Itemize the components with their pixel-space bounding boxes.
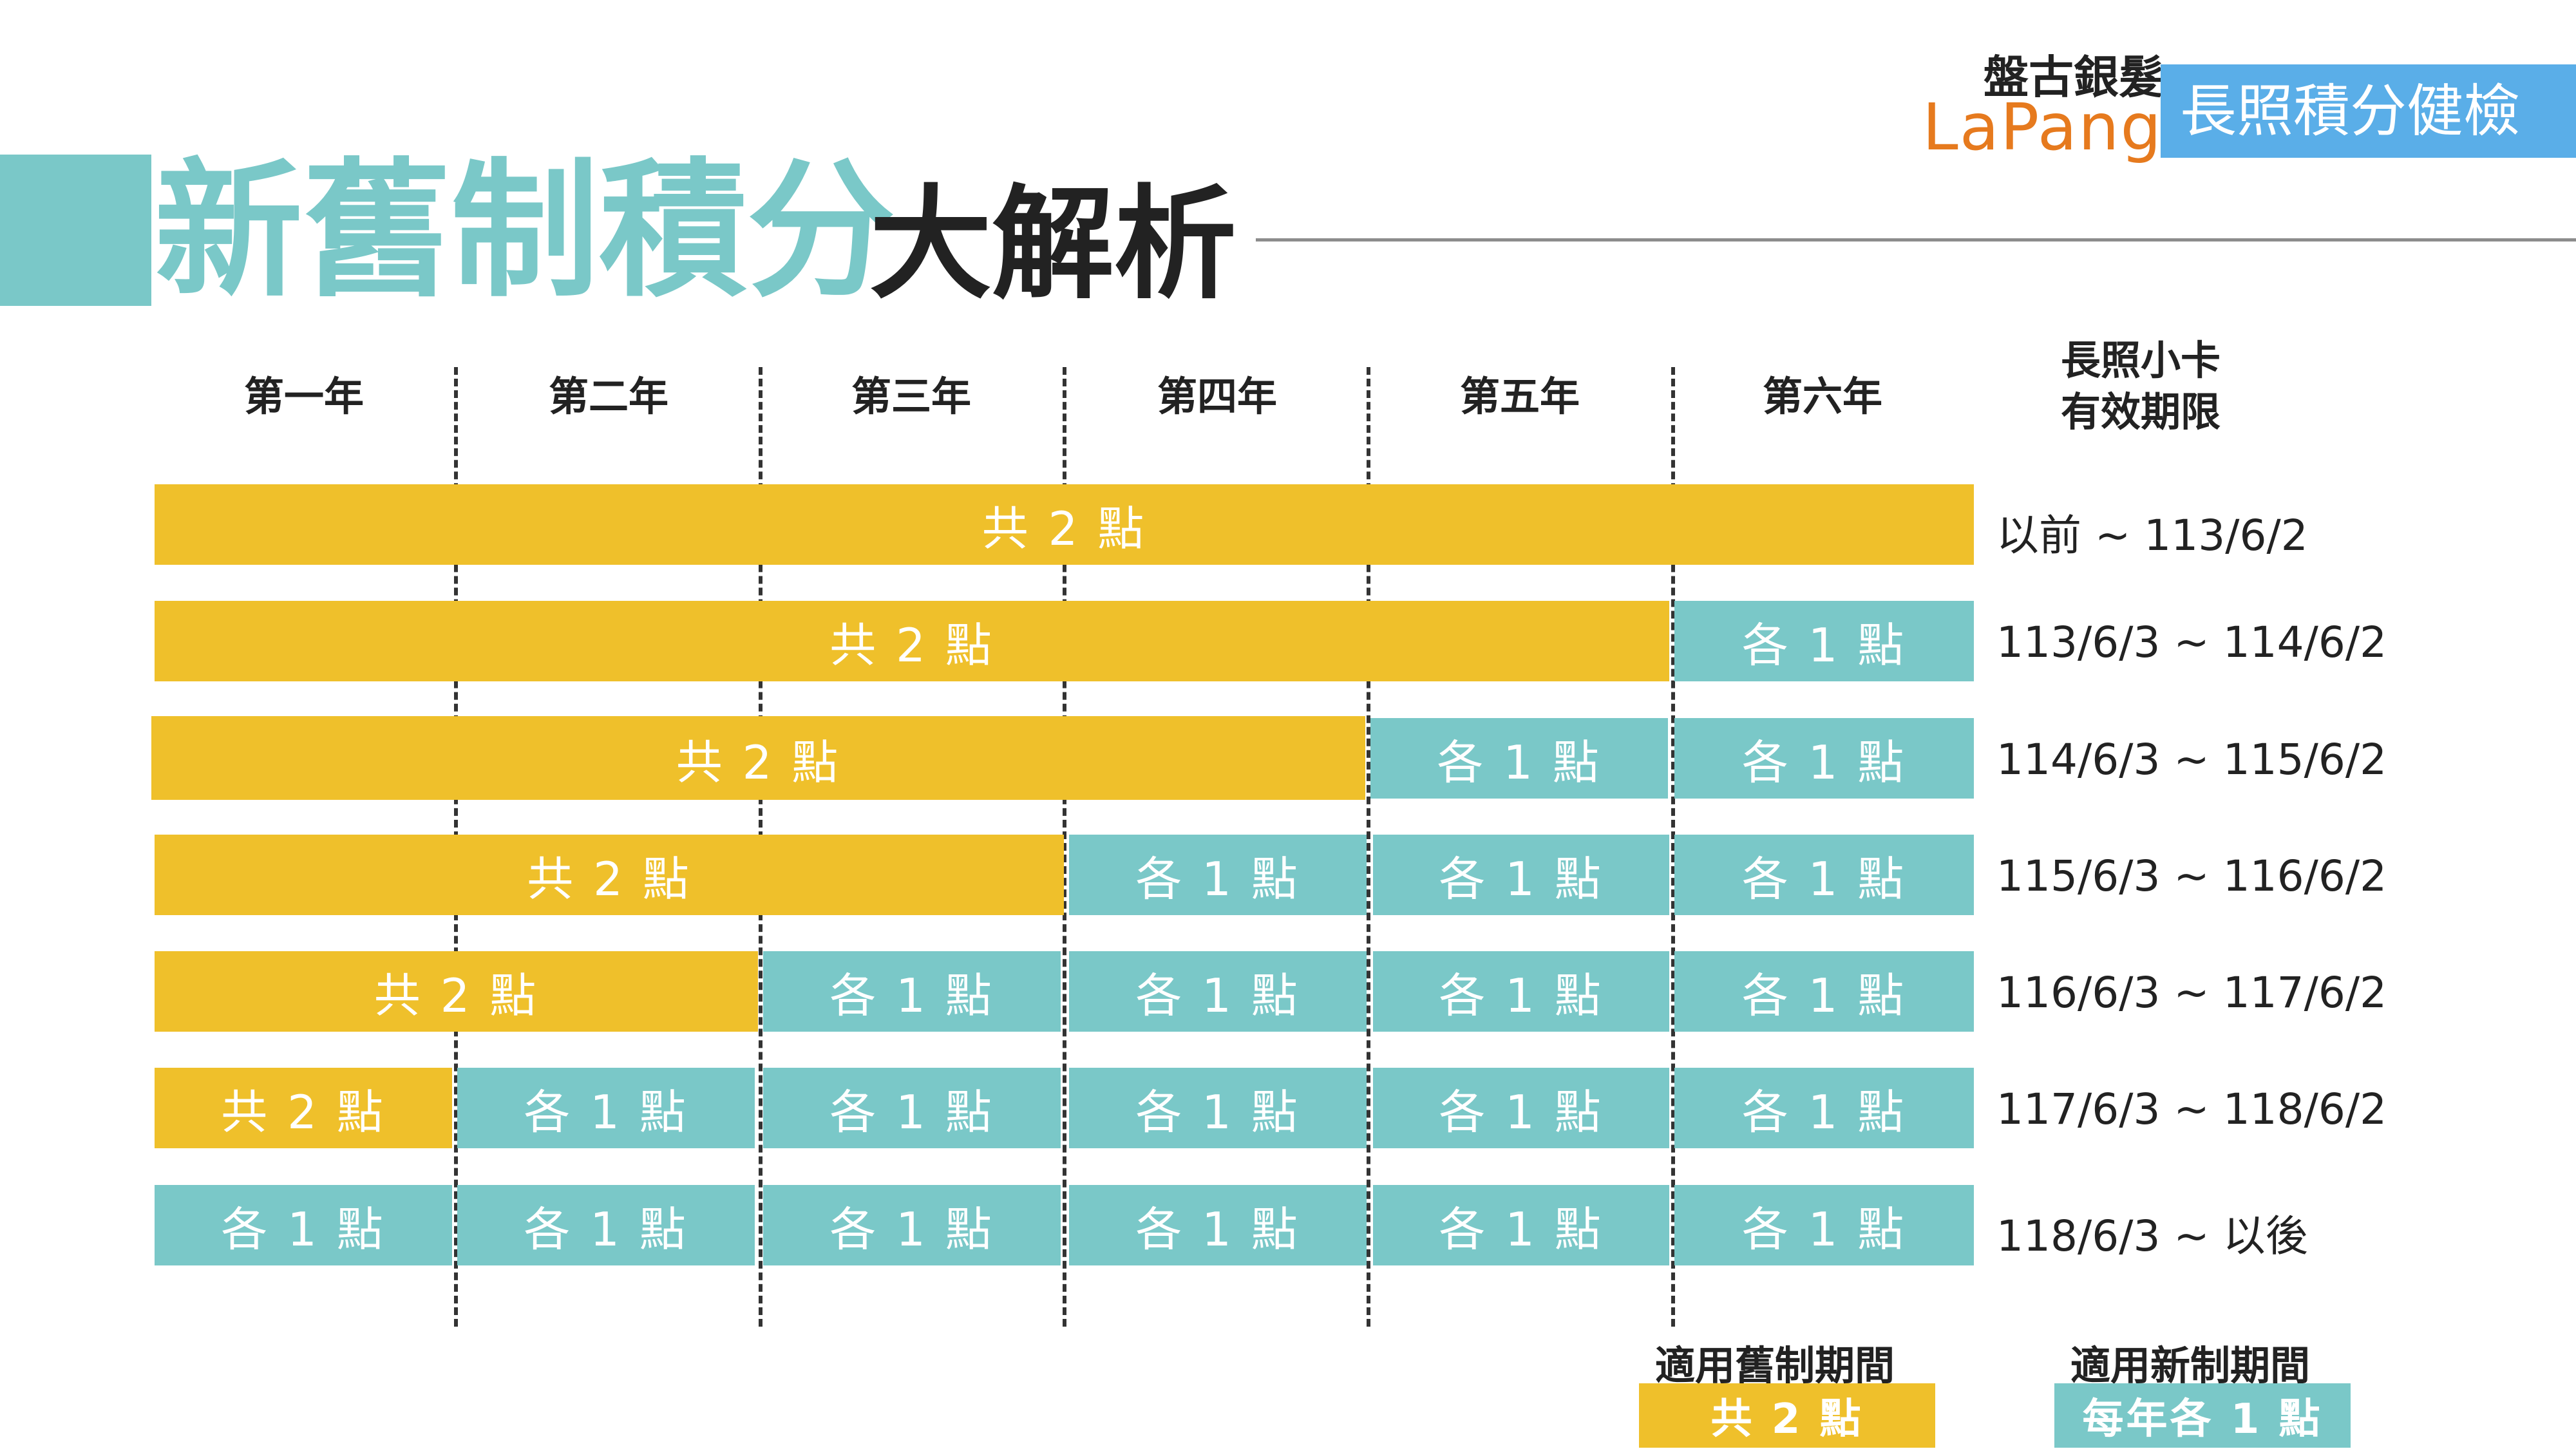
new-system-bar: 各 1 點 xyxy=(1069,1185,1367,1265)
legend-new-swatch: 每年各 1 點 xyxy=(2054,1383,2351,1448)
page-subtitle: 大解析 xyxy=(869,173,1237,316)
new-system-bar: 各 1 點 xyxy=(1069,835,1367,915)
year-divider xyxy=(1671,367,1675,1327)
new-system-bar: 各 1 點 xyxy=(1069,951,1367,1032)
new-system-bar: 各 1 點 xyxy=(155,1185,452,1265)
validity-range: 118/6/3 ~ 以後 xyxy=(1996,1211,2308,1261)
old-system-bar: 共 2 點 xyxy=(155,951,758,1032)
new-system-bar: 各 1 點 xyxy=(763,1185,1061,1265)
column-header-year-2: 第二年 xyxy=(548,373,668,420)
old-system-bar: 共 2 點 xyxy=(155,835,1064,915)
column-header-year-1: 第一年 xyxy=(243,373,364,420)
old-system-bar: 共 2 點 xyxy=(155,1068,452,1148)
column-header-year-6: 第六年 xyxy=(1762,373,1882,420)
brand-badge: 長照積分健檢 xyxy=(2161,64,2576,158)
validity-range: 113/6/3 ~ 114/6/2 xyxy=(1996,618,2387,667)
brand-name-cn: 盤古銀髮 xyxy=(1984,51,2164,104)
new-system-bar: 各 1 點 xyxy=(763,1068,1061,1148)
legend-old-title: 適用舊制期間 xyxy=(1655,1342,1895,1389)
validity-header-line-2: 有效期限 xyxy=(2061,388,2221,435)
new-system-bar: 各 1 點 xyxy=(1674,835,1974,915)
column-header-year-5: 第五年 xyxy=(1459,373,1580,420)
new-system-bar: 各 1 點 xyxy=(457,1068,755,1148)
new-system-bar: 各 1 點 xyxy=(1370,718,1668,799)
validity-range: 117/6/3 ~ 118/6/2 xyxy=(1996,1084,2387,1134)
new-system-bar: 各 1 點 xyxy=(1674,718,1974,799)
old-system-bar: 共 2 點 xyxy=(155,484,1974,565)
new-system-bar: 各 1 點 xyxy=(1373,951,1669,1032)
new-system-bar: 各 1 點 xyxy=(1373,835,1669,915)
title-divider xyxy=(1256,238,2576,242)
new-system-bar: 各 1 點 xyxy=(1373,1068,1669,1148)
validity-range: 115/6/3 ~ 116/6/2 xyxy=(1996,851,2387,901)
new-system-bar: 各 1 點 xyxy=(1069,1068,1367,1148)
new-system-bar: 各 1 點 xyxy=(1674,951,1974,1032)
new-system-bar: 各 1 點 xyxy=(1373,1185,1669,1265)
validity-range: 以前 ~ 113/6/2 xyxy=(1996,511,2308,560)
brand-logo: LaPangu xyxy=(1922,90,2205,165)
page-title: 新舊制積分 xyxy=(155,146,896,317)
legend-old-swatch: 共 2 點 xyxy=(1639,1383,1935,1448)
year-divider xyxy=(1063,367,1066,1327)
column-header-year-4: 第四年 xyxy=(1157,373,1277,420)
validity-column-header: 長照小卡 有效期限 xyxy=(2061,335,2221,438)
old-system-bar: 共 2 點 xyxy=(151,716,1365,800)
validity-header-line-1: 長照小卡 xyxy=(2061,337,2221,384)
new-system-bar: 各 1 點 xyxy=(457,1185,755,1265)
column-header-year-3: 第三年 xyxy=(851,373,971,420)
year-divider xyxy=(1367,367,1370,1327)
old-system-bar: 共 2 點 xyxy=(155,601,1669,681)
validity-range: 114/6/3 ~ 115/6/2 xyxy=(1996,735,2387,784)
new-system-bar: 各 1 點 xyxy=(1674,1068,1974,1148)
legend-new-title: 適用新制期間 xyxy=(2070,1342,2311,1389)
title-accent-bar xyxy=(0,155,151,306)
new-system-bar: 各 1 點 xyxy=(1674,1185,1974,1265)
new-system-bar: 各 1 點 xyxy=(763,951,1061,1032)
validity-range: 116/6/3 ~ 117/6/2 xyxy=(1996,968,2387,1018)
new-system-bar: 各 1 點 xyxy=(1674,601,1974,681)
